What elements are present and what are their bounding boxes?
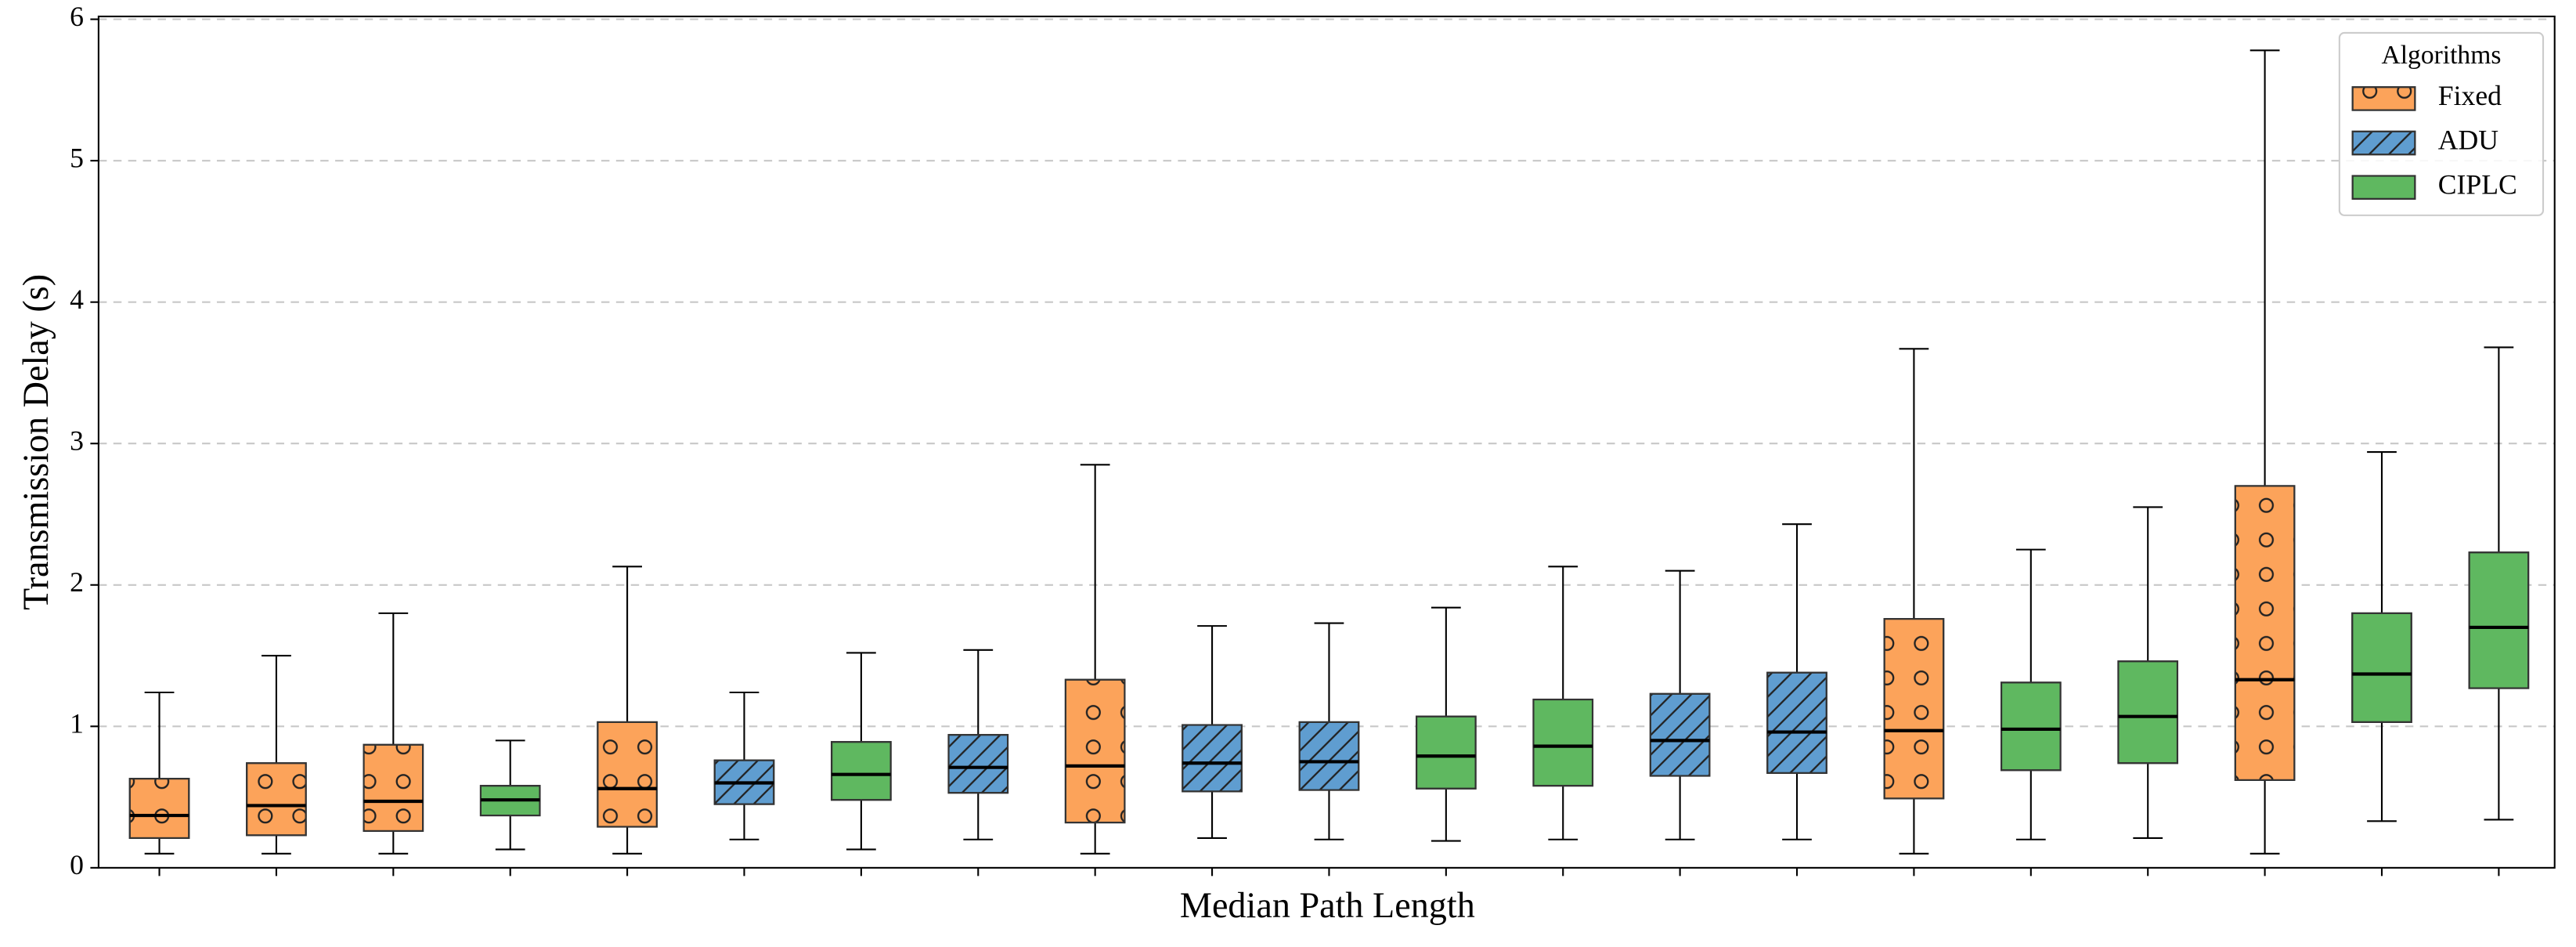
box-group [1649, 569, 1711, 840]
box [1416, 715, 1477, 790]
box [2000, 681, 2062, 772]
box [2351, 612, 2412, 723]
legend-title: Algorithms [2381, 41, 2501, 70]
y-axis-label: Transmission Delay (s) [16, 274, 56, 610]
box-hatch [246, 762, 307, 837]
box-hatch [2234, 485, 2296, 781]
legend-label: Fixed [2438, 80, 2502, 111]
legend-label: CIPLC [2438, 168, 2517, 200]
box-group [1766, 523, 1827, 840]
y-tick-label: 5 [70, 142, 84, 173]
box-hatch [2351, 612, 2412, 723]
y-tick-label: 6 [70, 1, 84, 32]
box-hatch [1766, 671, 1827, 774]
box-group [128, 691, 190, 855]
legend-frame [2338, 31, 2545, 216]
axes-frame [97, 15, 2556, 869]
box-hatch [2117, 660, 2179, 764]
box-group [479, 739, 541, 851]
box-hatch [1298, 721, 1360, 791]
box [1532, 698, 1594, 787]
box-group [363, 612, 424, 855]
box-group [2234, 49, 2296, 855]
y-tick-label: 0 [70, 849, 84, 880]
box-group [2468, 346, 2530, 821]
box [2468, 551, 2530, 689]
legend-hatch [2351, 130, 2416, 156]
y-tick-label: 4 [70, 284, 84, 315]
y-tick-label: 3 [70, 425, 84, 456]
box-group [1298, 622, 1360, 840]
box-group [2117, 506, 2179, 839]
box-hatch [597, 721, 658, 828]
legend-label: ADU [2438, 125, 2498, 156]
box-hatch [1182, 724, 1243, 793]
box-hatch [1649, 692, 1711, 777]
x-axis-label: Median Path Length [1180, 885, 1475, 925]
legend-swatch [2351, 175, 2416, 200]
box-hatch [363, 743, 424, 832]
box-group [2000, 548, 2062, 840]
legend-hatch [2351, 86, 2416, 111]
box-group [947, 649, 1009, 840]
box-hatch [1064, 678, 1126, 824]
box-hatch [1532, 698, 1594, 787]
box-hatch [2000, 681, 2062, 772]
box-group [2351, 451, 2412, 822]
legend-hatch [2351, 175, 2416, 200]
box-group [246, 654, 307, 855]
box-group [1416, 606, 1477, 842]
box-group [1064, 464, 1126, 855]
box-hatch [947, 734, 1009, 794]
box-hatch [831, 741, 892, 801]
box-group [597, 566, 658, 855]
box-group [1182, 625, 1243, 839]
box-group [1532, 566, 1594, 840]
box-group [1883, 348, 1945, 855]
box-hatch [128, 778, 190, 839]
y-tick-label: 2 [70, 566, 84, 598]
box-group [713, 691, 775, 840]
box-hatch [1416, 715, 1477, 790]
box [831, 741, 892, 801]
y-tick-label: 1 [70, 708, 84, 739]
box [2117, 660, 2179, 764]
legend: Algorithms Fixed ADU CIPLC [2338, 31, 2545, 216]
box-group [831, 652, 892, 851]
box-hatch [2468, 551, 2530, 689]
plot-area: 0 1 2 3 4 5 6 [70, 1, 2555, 880]
box-hatch [1883, 618, 1945, 800]
